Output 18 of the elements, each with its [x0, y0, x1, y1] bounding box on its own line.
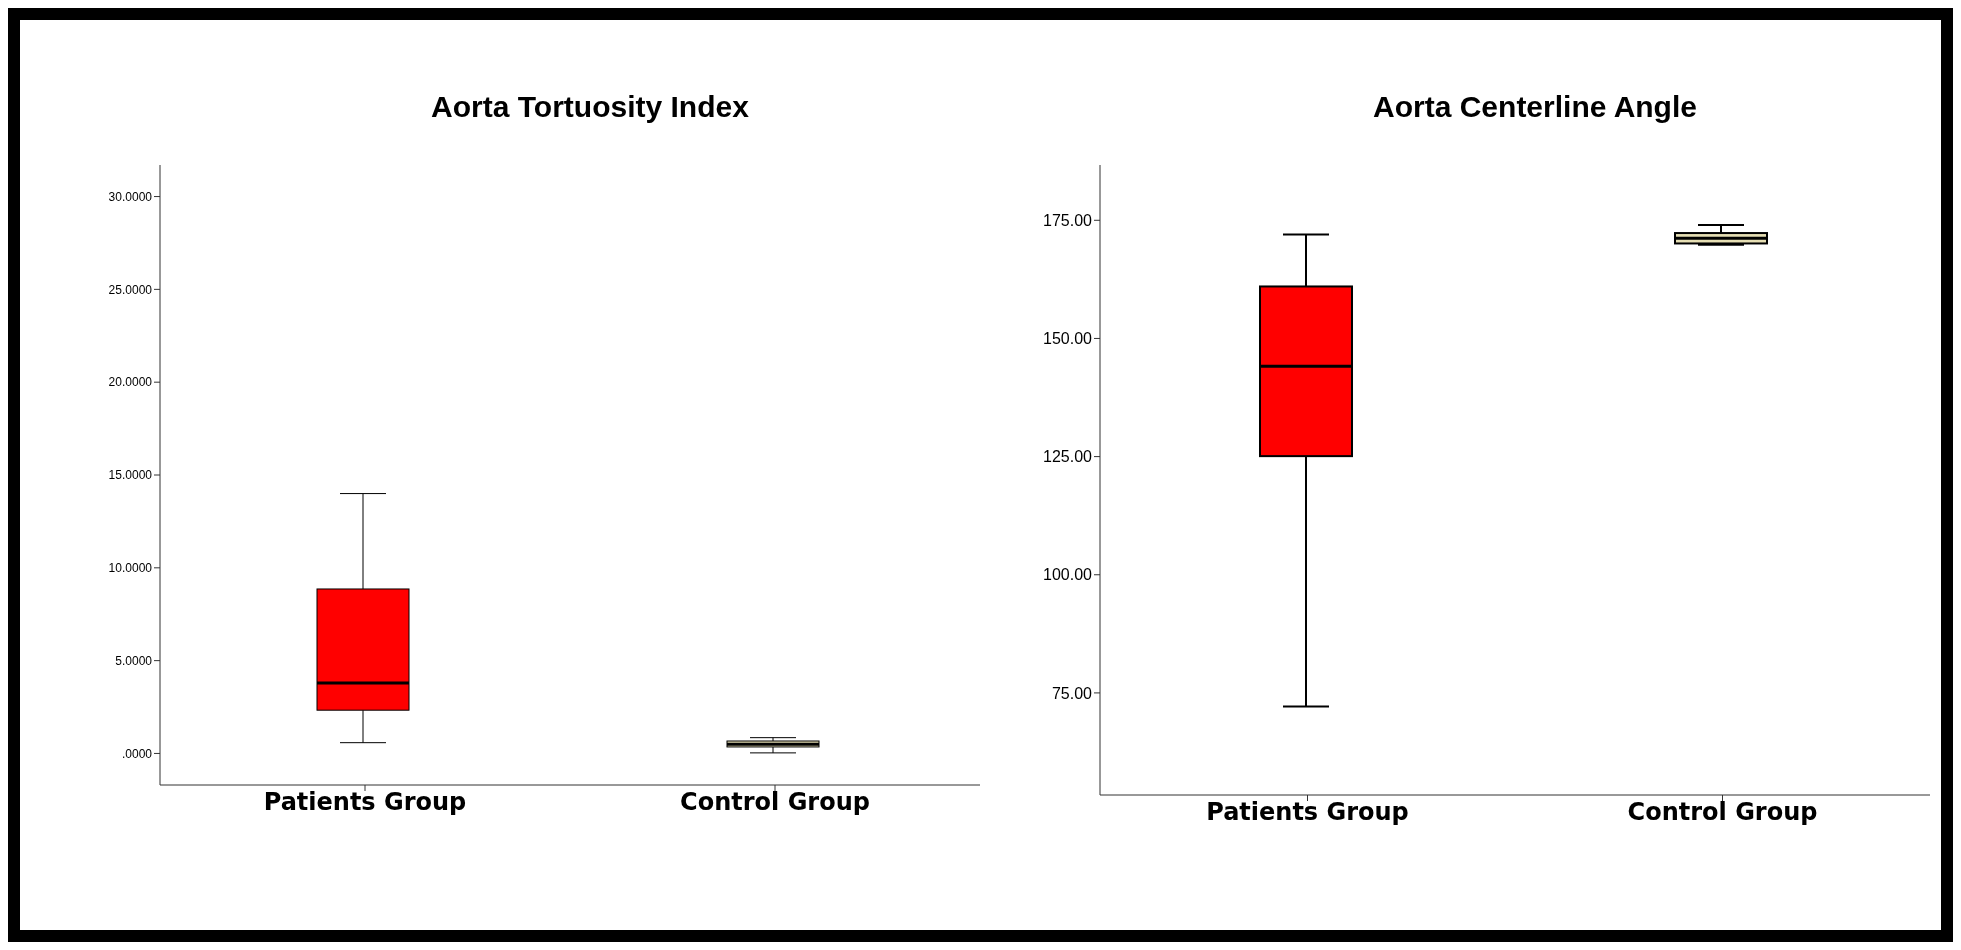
x-tick-label: Patients Group: [1206, 798, 1409, 827]
chart-title: Aorta Tortuosity Index: [430, 90, 750, 124]
y-tick-label: 15.0000: [108, 468, 153, 483]
y-tick-label: 25.0000: [108, 282, 153, 297]
x-tick-label: Control Group: [680, 788, 870, 817]
y-tick-label: 20.0000: [108, 375, 153, 390]
y-tick-label: 150.00: [1043, 330, 1093, 348]
y-tick-label: 175.00: [1043, 211, 1093, 229]
y-tick-label: 30.0000: [108, 189, 153, 204]
y-tick-label: 100.00: [1043, 566, 1093, 584]
y-tick-label: .0000: [121, 746, 153, 761]
chart-title: Aorta Centerline Angle: [1372, 90, 1698, 124]
y-tick-label: 125.00: [1043, 448, 1093, 466]
x-tick-label: Control Group: [1627, 798, 1818, 827]
y-tick-label: 10.0000: [108, 561, 153, 576]
y-tick-label: 5.0000: [115, 653, 153, 668]
x-tick-label: Patients Group: [263, 788, 467, 817]
y-tick-label: 75.00: [1051, 684, 1093, 702]
